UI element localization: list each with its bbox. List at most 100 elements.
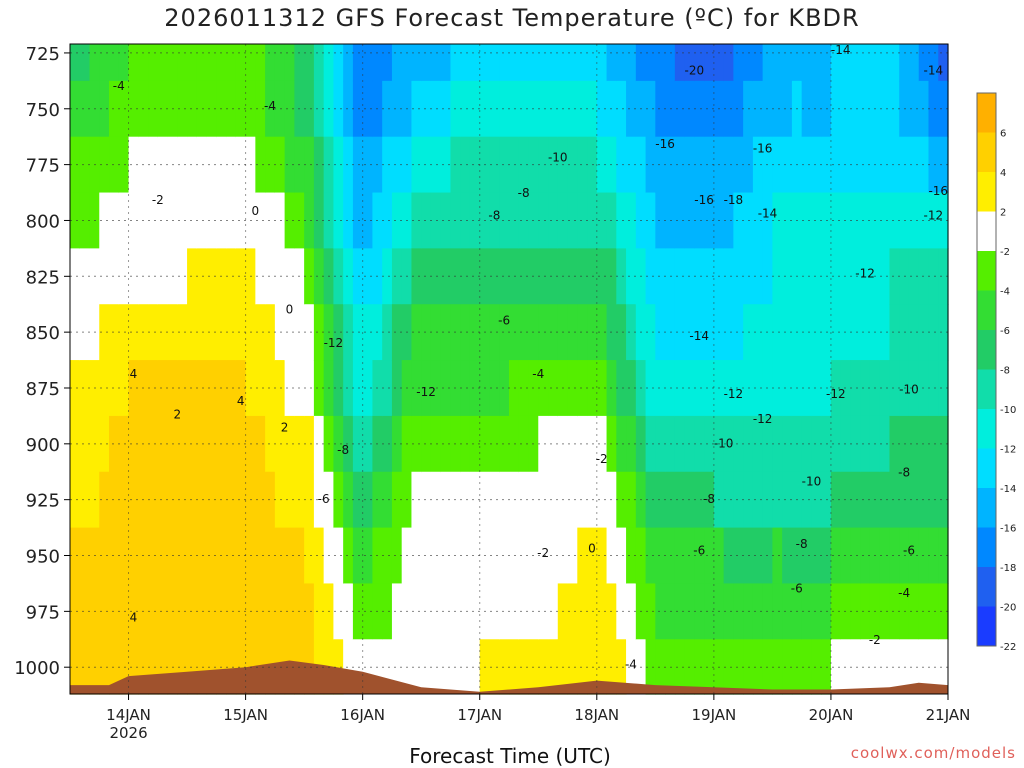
field-cell (830, 80, 842, 138)
field-cell (518, 583, 530, 640)
field-cell (518, 44, 530, 82)
field-cell (167, 44, 178, 82)
field-cell (626, 527, 637, 585)
field-cell (782, 639, 793, 695)
field-cell (362, 360, 374, 417)
field-cell (70, 304, 81, 361)
field-cell (235, 192, 247, 249)
field-cell (469, 192, 481, 249)
field-cell (421, 248, 432, 305)
field-cell (596, 192, 608, 249)
field-cell (313, 415, 325, 473)
field-cell (723, 471, 734, 529)
field-cell (752, 192, 764, 249)
contour-label: -14 (831, 43, 851, 57)
field-cell (391, 304, 403, 361)
field-cell (860, 248, 871, 305)
field-cell (109, 44, 120, 82)
contour-label: -2 (596, 452, 608, 466)
field-cell (879, 192, 891, 249)
field-cell (674, 136, 686, 194)
field-cell (391, 527, 403, 585)
field-cell (148, 136, 159, 194)
field-cell (333, 360, 344, 417)
field-cell (362, 44, 374, 82)
field-cell (284, 248, 295, 305)
field-cell (235, 639, 247, 695)
field-cell (391, 136, 403, 194)
field-cell (265, 304, 276, 361)
field-cell (733, 639, 744, 695)
field-cell (284, 44, 295, 82)
field-cell (304, 360, 315, 417)
field-cell (206, 471, 217, 529)
credit-link[interactable]: coolwx.com/models (850, 744, 1016, 762)
field-cell (226, 471, 237, 529)
field-cell (128, 248, 139, 305)
field-cell (850, 80, 861, 138)
field-cell (99, 44, 110, 82)
field-cell (216, 44, 227, 82)
field-cell (177, 136, 188, 194)
field-cell (879, 471, 891, 529)
field-cell (938, 527, 949, 585)
field-cell (616, 471, 627, 529)
y-axis: 725 750 775 800 825 850 875 900 925 950 975 1000 (14, 44, 70, 679)
field-cell (577, 360, 588, 417)
x-tick-label: 19JAN (691, 706, 736, 724)
field-cell (469, 471, 481, 529)
field-cell (235, 360, 247, 417)
field-cell (304, 248, 315, 305)
field-cell (928, 471, 939, 529)
field-cell (616, 583, 627, 640)
field-cell (616, 639, 627, 695)
field-cell (187, 44, 198, 82)
field-cell (596, 583, 608, 640)
contour-label: -6 (903, 544, 915, 558)
field-cell (577, 583, 588, 640)
field-cell (128, 360, 139, 417)
field-cell (489, 583, 500, 640)
field-cell (79, 527, 91, 585)
field-cell (733, 471, 744, 529)
field-cell (694, 136, 705, 194)
field-cell (79, 136, 91, 194)
field-cell (548, 415, 559, 473)
field-cell (879, 527, 891, 585)
field-cell (148, 639, 159, 695)
field-cell (274, 44, 286, 82)
field-cell (596, 527, 608, 585)
y-tick-label: 1000 (14, 658, 60, 679)
field-cell (226, 192, 237, 249)
field-cell (99, 80, 110, 138)
field-cell (118, 527, 130, 585)
field-cell (118, 583, 130, 640)
field-cell (333, 527, 344, 585)
field-cell (499, 583, 510, 640)
field-cell (713, 44, 725, 82)
field-cell (235, 304, 247, 361)
field-cell (811, 527, 822, 585)
field-cell (255, 44, 266, 82)
field-cell (811, 44, 822, 82)
field-cell (333, 639, 344, 695)
field-cell (421, 192, 432, 249)
contour-label: -16 (694, 193, 714, 207)
field-cell (908, 583, 920, 640)
temperature-field (70, 44, 949, 695)
field-cell (811, 360, 822, 417)
field-cell (265, 248, 276, 305)
field-cell (704, 639, 715, 695)
contour-label: 0 (286, 302, 294, 316)
field-cell (235, 136, 247, 194)
field-cell (645, 583, 656, 640)
field-cell (811, 583, 822, 640)
field-cell (752, 248, 764, 305)
field-cell (518, 80, 530, 138)
field-cell (723, 80, 734, 138)
field-cell (187, 415, 198, 473)
field-cell (811, 80, 822, 138)
y-tick-label: 725 (26, 44, 60, 65)
field-cell (99, 583, 110, 640)
